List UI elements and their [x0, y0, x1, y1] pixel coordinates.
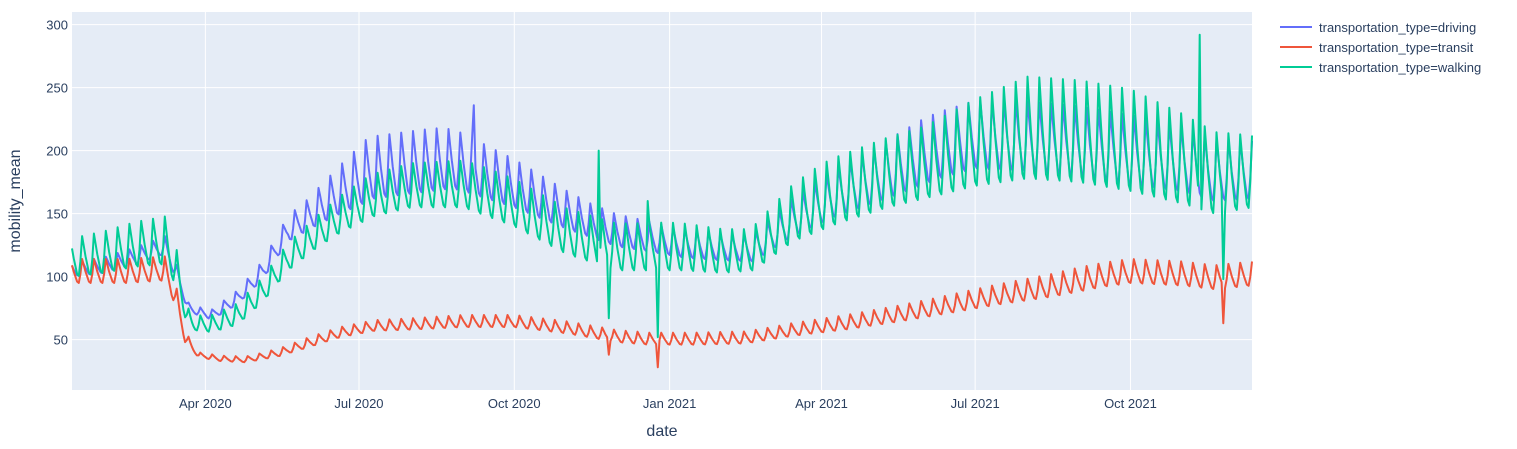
legend-label-driving: transportation_type=driving	[1319, 20, 1476, 35]
legend[interactable]: transportation_type=driving transportatio…	[1280, 20, 1481, 75]
x-tick-label: Oct 2020	[488, 396, 541, 411]
x-tick-label: Apr 2020	[179, 396, 232, 411]
series-line-walking	[71, 33, 1253, 339]
legend-item-walking[interactable]: transportation_type=walking	[1280, 60, 1481, 75]
y-axis-title: mobility_mean	[7, 149, 24, 252]
y-tick-label: 50	[54, 333, 68, 348]
grid-lines	[72, 12, 1252, 390]
x-tick-label: Oct 2021	[1104, 396, 1157, 411]
x-tick-label: Jan 2021	[643, 396, 697, 411]
legend-item-transit[interactable]: transportation_type=transit	[1280, 40, 1474, 55]
legend-item-driving[interactable]: transportation_type=driving	[1280, 20, 1476, 35]
plot-background	[72, 12, 1252, 390]
x-tick-label: Jul 2021	[951, 396, 1000, 411]
y-tick-label: 250	[46, 81, 68, 96]
y-tick-label: 150	[46, 207, 68, 222]
legend-label-walking: transportation_type=walking	[1319, 60, 1481, 75]
legend-label-transit: transportation_type=transit	[1319, 40, 1474, 55]
x-axis-title: date	[646, 423, 677, 440]
series-line-transit	[71, 255, 1253, 369]
y-axis-ticks: 50 100 150 200 250 300	[46, 18, 68, 348]
x-tick-label: Apr 2021	[795, 396, 848, 411]
x-axis-ticks: Apr 2020 Jul 2020 Oct 2020 Jan 2021 Apr 2021…	[179, 396, 1157, 411]
y-tick-label: 300	[46, 18, 68, 33]
y-tick-label: 200	[46, 144, 68, 159]
y-tick-label: 100	[46, 270, 68, 285]
series-group	[71, 33, 1253, 369]
x-tick-label: Jul 2020	[334, 396, 383, 411]
